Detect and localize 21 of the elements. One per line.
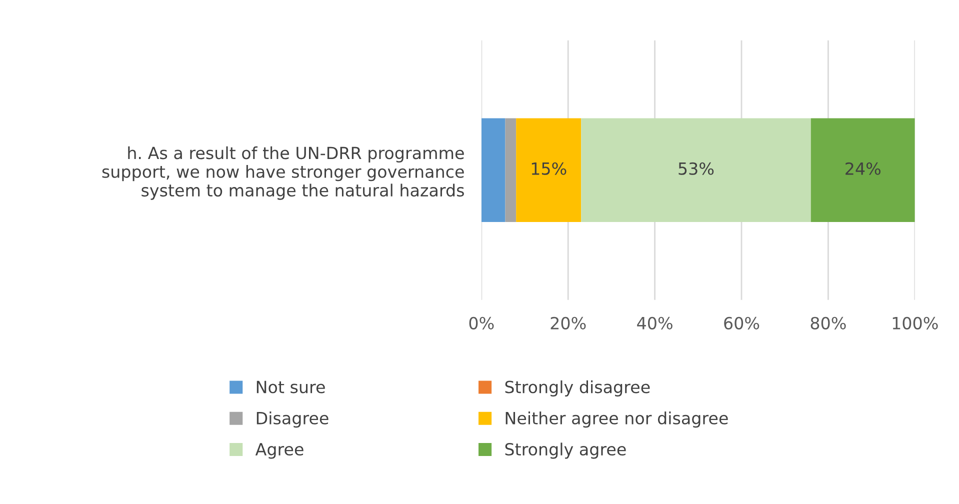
x-tick-label: 60% <box>724 316 760 330</box>
y-tick-label: h. As a result of the UN-DRR programme support, we now have stronger governance system to manage the natural hazards <box>102 146 464 200</box>
legend-label: Agree <box>255 443 304 459</box>
data-label: 24% <box>846 162 880 175</box>
x-tick-label: 0% <box>469 316 494 330</box>
x-tick-label: 20% <box>550 316 586 330</box>
bar <box>581 118 811 222</box>
legend-label: Neither agree nor disagree <box>506 412 728 428</box>
x-tick-label: 100% <box>892 316 938 330</box>
bar <box>810 118 915 222</box>
bar <box>481 118 506 222</box>
legend-label: Not sure <box>256 380 325 394</box>
x-tick-label: 80% <box>810 316 846 330</box>
bar <box>505 118 516 222</box>
legend-label: Disagree <box>256 412 328 428</box>
bar <box>516 118 582 222</box>
legend-label: Strongly agree <box>505 442 626 459</box>
data-label: 53% <box>678 162 714 175</box>
legend-label: Strongly disagree <box>505 380 650 397</box>
data-label: 15% <box>532 162 566 175</box>
x-tick-label: 40% <box>637 316 672 330</box>
